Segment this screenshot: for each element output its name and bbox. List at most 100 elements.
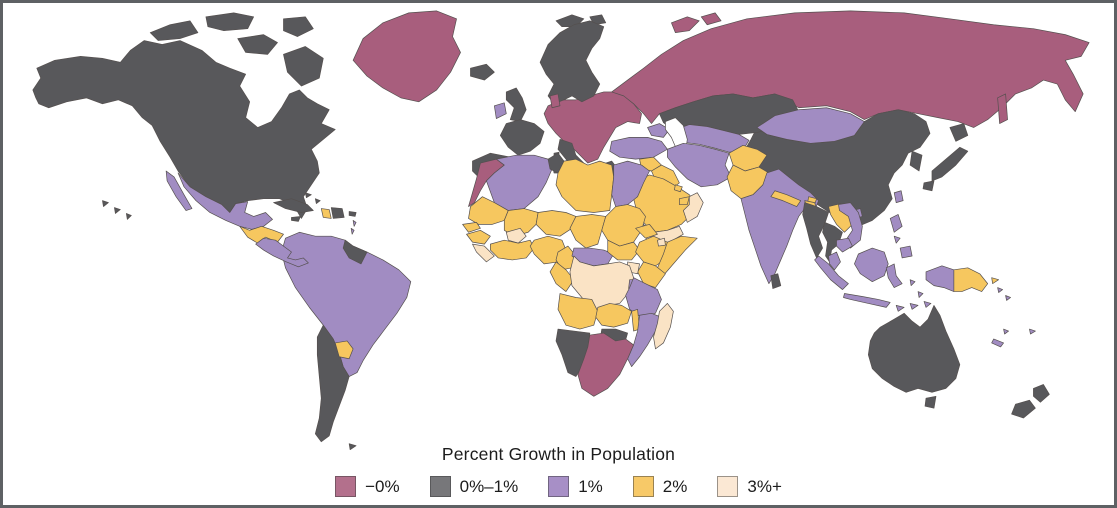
region-libya	[555, 158, 615, 213]
region-bahamas-2	[314, 198, 321, 204]
region-oman	[682, 192, 704, 223]
region-borneo	[854, 247, 889, 283]
region-turkey	[609, 137, 668, 160]
region-greenland	[352, 10, 461, 103]
region-malaysia	[828, 251, 841, 271]
region-mali	[503, 208, 539, 237]
region-java	[843, 293, 891, 308]
region-eastern-europe	[543, 91, 642, 164]
region-hawaii-2	[114, 207, 121, 214]
region-north-america-mainland	[32, 40, 336, 219]
region-mexico-baja	[165, 170, 193, 211]
region-myanmar	[802, 202, 829, 259]
region-south-sudan	[607, 239, 640, 261]
region-philippines-mindanao	[899, 245, 913, 259]
region-haiti	[320, 208, 332, 219]
region-eritrea	[635, 224, 658, 239]
region-central-america-south	[255, 237, 309, 268]
region-papua-new-guinea	[953, 267, 989, 292]
region-uae	[678, 196, 690, 205]
region-uk	[505, 87, 527, 122]
region-falklands	[348, 443, 357, 451]
region-lesser-sunda-2	[909, 303, 919, 310]
region-new-zealand-north	[1033, 384, 1050, 403]
region-japan-kyushu	[922, 180, 935, 192]
region-ireland	[493, 102, 507, 119]
region-philippines-visayas	[893, 235, 901, 244]
region-new-zealand-south	[1011, 399, 1036, 419]
region-moluccas-2	[917, 291, 924, 298]
region-sierra-leone-liberia	[472, 243, 495, 263]
region-guinea	[466, 229, 491, 245]
region-chad	[569, 214, 607, 249]
region-lesser-antilles-2	[350, 227, 355, 235]
region-japan-hokkaido	[949, 123, 969, 142]
region-gabon-congo	[549, 261, 575, 292]
region-arctic-islands-1	[149, 20, 199, 41]
region-mozambique	[627, 312, 662, 367]
region-novaya-zemlya-1	[671, 16, 700, 33]
region-paraguay	[334, 340, 354, 360]
region-korea	[909, 150, 923, 172]
region-hawaii-3	[125, 213, 132, 220]
region-new-caledonia	[991, 338, 1004, 348]
region-burkina-faso	[505, 227, 527, 244]
region-central-america-north	[239, 225, 284, 244]
region-mexico	[177, 172, 273, 230]
region-niger	[535, 210, 577, 237]
region-nepal	[770, 190, 802, 207]
region-lesser-sunda-3	[923, 301, 932, 308]
region-png-island	[991, 277, 999, 284]
region-tasmania	[924, 395, 937, 409]
region-puerto-rico	[348, 211, 357, 217]
region-arctic-islands-3	[237, 34, 278, 55]
region-india	[740, 168, 819, 284]
region-mongolia	[756, 107, 865, 144]
region-scandinavia	[539, 20, 605, 105]
world-map-svg	[32, 10, 1090, 451]
region-sri-lanka	[770, 273, 782, 289]
region-hawaii-1	[102, 200, 109, 207]
region-solomons-2	[1005, 295, 1011, 301]
region-vanuatu	[1003, 328, 1009, 335]
region-vietnam	[838, 202, 863, 249]
region-japan-honshu	[931, 146, 969, 182]
region-moluccas-1	[909, 279, 916, 286]
region-lesser-sunda-1	[895, 305, 905, 312]
region-somalia	[657, 235, 698, 279]
region-denmark	[549, 93, 561, 109]
region-arctic-islands-5	[283, 46, 324, 87]
region-lesser-antilles-1	[352, 220, 357, 227]
region-ivory-coast-ghana	[490, 239, 535, 261]
region-guyanas	[342, 239, 368, 265]
region-cambodia	[836, 237, 853, 253]
region-dr-congo	[569, 255, 634, 322]
region-caucasus	[647, 123, 670, 138]
region-sakhalin	[997, 93, 1008, 124]
region-novaya-zemlya-2	[700, 12, 722, 26]
region-new-guinea-west	[925, 265, 955, 292]
region-madagascar	[653, 303, 674, 350]
region-jamaica	[291, 216, 301, 222]
region-france	[499, 119, 545, 156]
region-egypt	[611, 160, 650, 207]
region-angola	[557, 293, 599, 330]
region-cuba	[273, 198, 314, 213]
region-sulawesi	[885, 263, 903, 288]
region-south-africa-botswana	[577, 332, 634, 397]
region-southern-cone	[314, 324, 350, 443]
region-djibouti	[657, 237, 666, 247]
region-zambia	[595, 303, 632, 328]
region-senegal	[462, 222, 481, 233]
region-solomons-1	[997, 287, 1003, 293]
region-arctic-islands-2	[205, 12, 254, 32]
region-iceland	[470, 63, 495, 81]
region-arctic-islands-4	[283, 16, 314, 37]
region-bahamas-1	[305, 192, 312, 199]
region-dominican-republic	[330, 207, 345, 219]
region-philippines-luzon	[889, 214, 903, 233]
region-australia	[867, 305, 961, 393]
region-taiwan	[893, 190, 904, 203]
region-kuwait	[674, 184, 683, 193]
